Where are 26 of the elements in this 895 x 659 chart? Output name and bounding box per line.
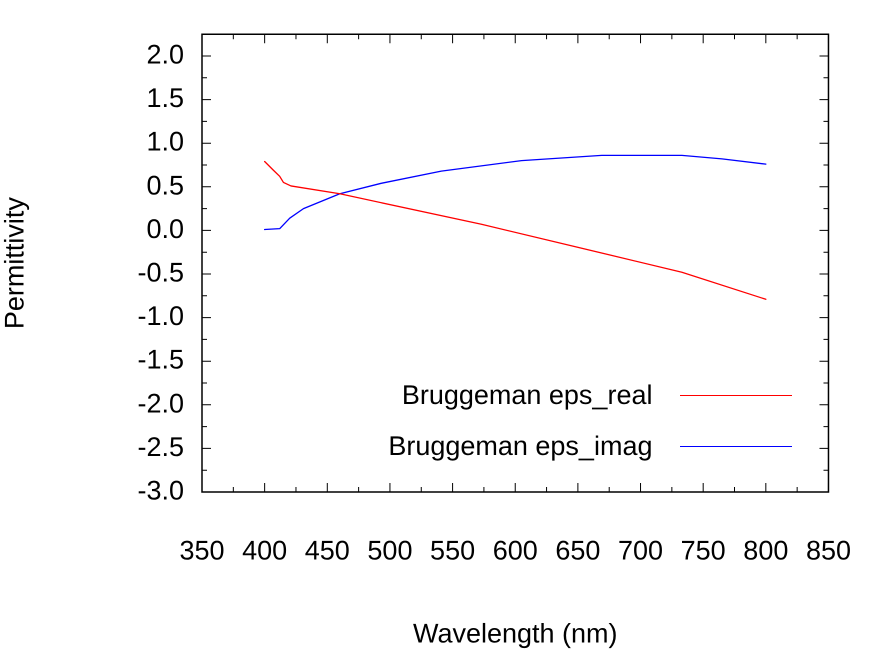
y-tick-label: -1.5	[137, 344, 184, 375]
y-axis-title: Permittivity	[0, 196, 30, 330]
y-tick-label: -2.0	[137, 388, 184, 418]
y-tick-label: 2.0	[146, 39, 184, 70]
x-tick-label: 350	[179, 536, 225, 566]
y-tick-label: -2.5	[137, 432, 184, 462]
x-tick-label: 400	[242, 536, 288, 566]
y-tick-label: 1.0	[146, 126, 184, 157]
x-tick-label: 600	[492, 536, 538, 566]
y-tick-label: 0.0	[146, 214, 184, 244]
y-tick-label: 0.5	[146, 170, 184, 200]
legend-label: Bruggeman eps_imag	[388, 431, 652, 462]
x-tick-label: 500	[367, 536, 412, 566]
y-tick-label: -3.0	[137, 475, 184, 506]
x-tick-label: 550	[430, 536, 476, 566]
y-tick-label: -1.0	[137, 301, 184, 332]
x-tick-label: 850	[806, 536, 852, 566]
y-tick-label: 1.5	[146, 83, 184, 114]
y-tick-label: -0.5	[137, 257, 184, 288]
legend-label: Bruggeman eps_real	[402, 380, 652, 411]
x-tick-label: 450	[304, 536, 350, 566]
x-tick-label: 800	[743, 536, 788, 566]
x-tick-label: 750	[680, 536, 726, 566]
x-tick-label: 700	[618, 536, 664, 566]
x-axis-title: Wavelength (nm)	[412, 618, 618, 648]
x-tick-label: 650	[555, 536, 600, 566]
